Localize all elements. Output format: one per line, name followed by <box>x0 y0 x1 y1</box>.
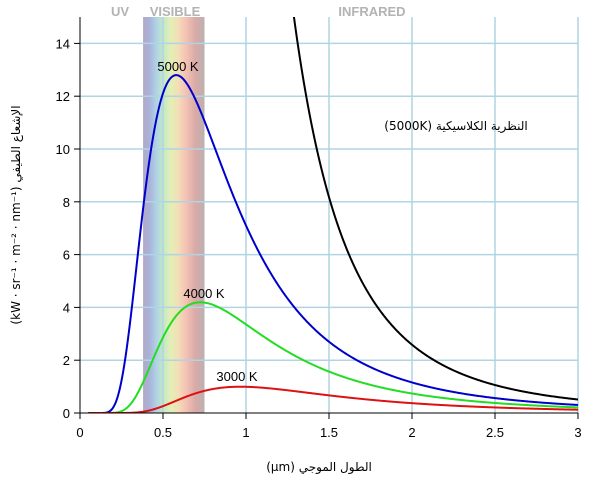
x-tick-label: 2.5 <box>486 425 504 440</box>
series-line-3000k <box>88 385 578 413</box>
x-tick-label: 0 <box>76 425 83 440</box>
y-tick-label: 2 <box>63 353 70 368</box>
x-tick-label: 1.5 <box>320 425 338 440</box>
series-label-3000k: 3000 K <box>216 369 258 384</box>
series-label-5000k: 5000 K <box>157 59 199 74</box>
series-line-4000k <box>88 301 578 413</box>
visible-band <box>143 17 205 413</box>
x-tick-label: 3 <box>574 425 581 440</box>
y-tick-label: 10 <box>56 142 70 157</box>
y-tick-label: 12 <box>56 89 70 104</box>
x-tick-label: 2 <box>408 425 415 440</box>
x-axis-title: الطول الموجي (μm) <box>266 460 372 475</box>
series-label-4000k: 4000 K <box>183 286 225 301</box>
x-ticks: 0 0.5 1 1.5 2 2.5 3 <box>76 413 582 440</box>
y-tick-label: 6 <box>63 248 70 263</box>
grid <box>80 17 579 413</box>
band-label-visible: VISIBLE <box>150 4 201 19</box>
x-tick-label: 0.5 <box>154 425 172 440</box>
band-label-infrared: INFRARED <box>338 4 405 19</box>
band-label-uv: UV <box>111 4 129 19</box>
y-tick-label: 8 <box>63 195 70 210</box>
y-tick-label: 4 <box>63 300 70 315</box>
series-line-5000k <box>88 74 578 413</box>
series-line-classical <box>292 17 578 401</box>
x-tick-label: 1 <box>242 425 249 440</box>
y-tick-label: 0 <box>63 406 70 421</box>
series-label-classical: النظرية الكلاسيكية (5000K) <box>384 119 527 134</box>
y-ticks: 0 2 4 6 8 10 12 14 <box>56 36 80 421</box>
curves <box>88 17 578 413</box>
y-axis-title: الإشعاع الطيفي (kW · sr⁻¹ · m⁻² · nm⁻¹) <box>9 105 23 324</box>
y-tick-label: 14 <box>56 36 70 51</box>
